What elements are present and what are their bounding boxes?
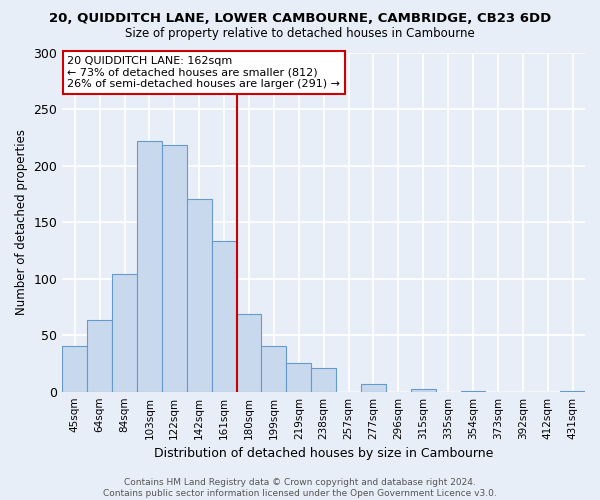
- Bar: [461, 390, 485, 392]
- Bar: [187, 200, 212, 392]
- Bar: [311, 368, 336, 392]
- Bar: [236, 314, 262, 392]
- Bar: [87, 320, 112, 392]
- Bar: [112, 274, 137, 392]
- Bar: [286, 364, 311, 392]
- Bar: [560, 390, 585, 392]
- Text: Contains HM Land Registry data © Crown copyright and database right 2024.
Contai: Contains HM Land Registry data © Crown c…: [103, 478, 497, 498]
- Bar: [162, 145, 187, 392]
- Text: Size of property relative to detached houses in Cambourne: Size of property relative to detached ho…: [125, 28, 475, 40]
- Text: 20, QUIDDITCH LANE, LOWER CAMBOURNE, CAMBRIDGE, CB23 6DD: 20, QUIDDITCH LANE, LOWER CAMBOURNE, CAM…: [49, 12, 551, 26]
- Text: 20 QUIDDITCH LANE: 162sqm
← 73% of detached houses are smaller (812)
26% of semi: 20 QUIDDITCH LANE: 162sqm ← 73% of detac…: [67, 56, 340, 89]
- Bar: [361, 384, 386, 392]
- Bar: [62, 346, 87, 392]
- Bar: [262, 346, 286, 392]
- Bar: [212, 242, 236, 392]
- Bar: [411, 390, 436, 392]
- Bar: [137, 140, 162, 392]
- Y-axis label: Number of detached properties: Number of detached properties: [15, 129, 28, 315]
- X-axis label: Distribution of detached houses by size in Cambourne: Distribution of detached houses by size …: [154, 447, 493, 460]
